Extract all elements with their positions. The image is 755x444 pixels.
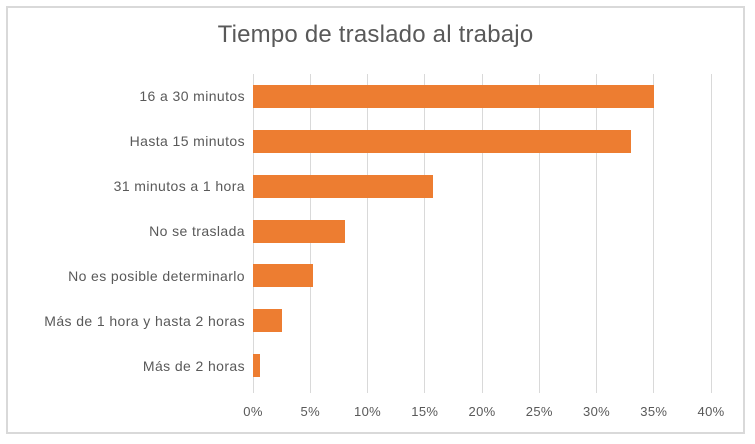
bar-row — [253, 253, 711, 298]
bar — [253, 354, 260, 378]
bar-row — [253, 164, 711, 209]
x-axis-tick-label: 5% — [300, 404, 320, 419]
gridline — [653, 74, 655, 393]
bar-row — [253, 298, 711, 343]
x-axis-tick-label: 20% — [468, 404, 496, 419]
gridline — [481, 74, 483, 393]
bar-series — [253, 74, 711, 388]
bar-row — [253, 74, 711, 119]
chart-frame: Tiempo de traslado al trabajo 16 a 30 mi… — [6, 6, 745, 434]
bar — [253, 219, 345, 243]
x-axis-tick-label: 40% — [697, 404, 725, 419]
category-label: 31 minutos a 1 hora — [113, 178, 245, 195]
bar-row — [253, 209, 711, 254]
chart-title: Tiempo de traslado al trabajo — [217, 21, 534, 48]
category-label: No se traslada — [149, 223, 245, 239]
category-label: No es posible determinarlo — [68, 267, 245, 284]
x-axis-tick-label: 25% — [525, 404, 553, 419]
x-axis-tick-label: 10% — [354, 404, 381, 419]
gridline — [538, 74, 540, 393]
bar — [253, 174, 433, 198]
bar — [253, 129, 631, 153]
bar — [253, 84, 654, 108]
gridline — [367, 74, 368, 393]
x-axis-tick-label: 15% — [411, 404, 439, 419]
bar — [253, 264, 313, 288]
gridline — [596, 74, 597, 393]
category-label: Más de 2 horas — [142, 357, 245, 374]
bar — [253, 309, 282, 333]
category-labels: 16 a 30 minutos Hasta 15 minutos 31 minuto… — [8, 74, 249, 388]
gridline — [424, 74, 426, 393]
x-axis-tick-label: 30% — [583, 404, 610, 419]
bar-row — [253, 343, 711, 388]
x-axis: 0% 5% 10% 15% 20% 25% 30% 35% 40% — [243, 404, 724, 422]
plot-area — [252, 74, 712, 393]
category-label: Más de 1 hora y hasta 2 horas — [44, 312, 245, 329]
gridline — [710, 74, 712, 393]
category-label: Hasta 15 minutos — [129, 133, 245, 150]
x-axis-tick-label: 35% — [640, 404, 668, 419]
x-axis-tick-label: 0% — [243, 404, 263, 419]
bar-row — [253, 119, 711, 164]
category-label: 16 a 30 minutos — [139, 88, 245, 105]
